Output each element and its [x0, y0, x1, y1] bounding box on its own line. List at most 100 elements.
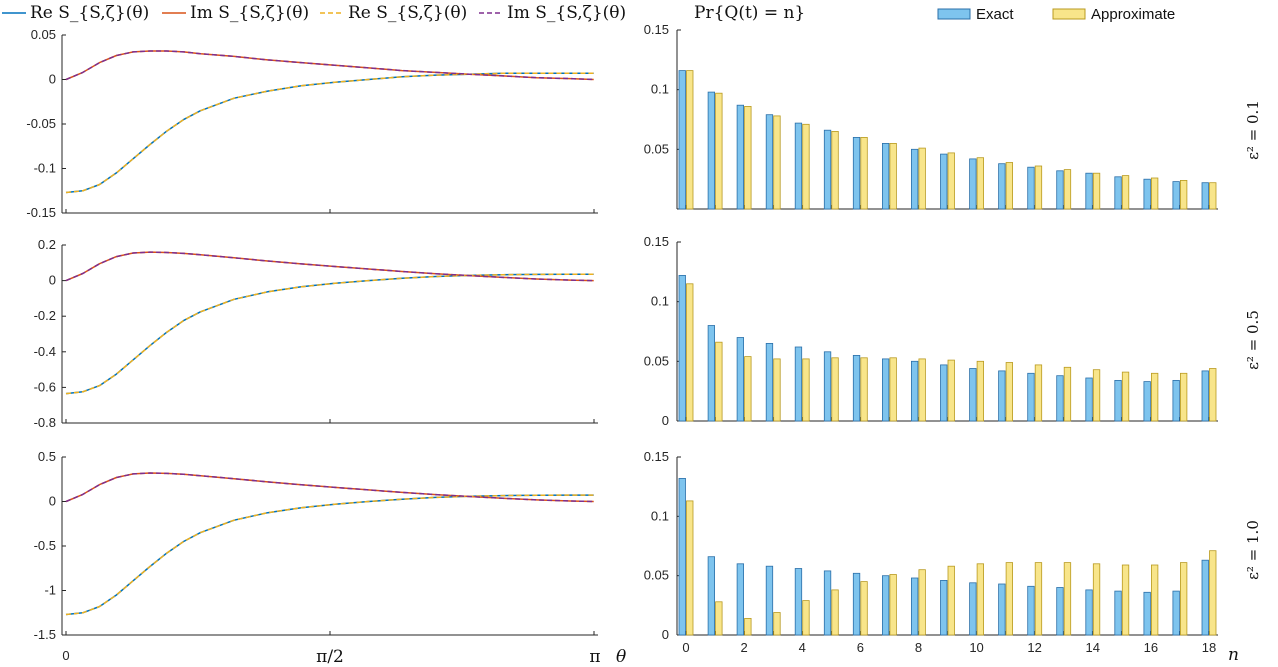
- bar-exact-1: [707, 91, 715, 210]
- x-tick-label: 18: [1202, 640, 1216, 655]
- series-line-2: [65, 251, 594, 282]
- y-tick-label: 0.2: [38, 237, 56, 252]
- bar-approximate-18: [1209, 550, 1217, 636]
- bar-approximate-10: [976, 360, 984, 422]
- bar-approximate-5: [831, 130, 839, 210]
- bar-exact-18: [1201, 559, 1209, 636]
- y-tick-label: 0: [662, 627, 669, 642]
- bar-approximate-17: [1180, 372, 1188, 422]
- line-panel-2: 0.2 0 -0.2 -0.4 -0.6 -0.8: [34, 237, 598, 430]
- bar-approximate-13: [1063, 169, 1072, 210]
- y-tick-label: 0: [662, 413, 669, 428]
- bar-exact-2: [736, 563, 744, 636]
- bar-exact-8: [911, 360, 919, 422]
- bar-approximate-10: [976, 157, 984, 210]
- bar-approximate-14: [1092, 369, 1101, 422]
- bar-exact-7: [882, 358, 890, 422]
- y-tick-label: 0.1: [651, 82, 669, 97]
- bar-exact-11: [998, 583, 1006, 636]
- bar-exact-1: [707, 325, 715, 422]
- bar-exact-9: [940, 580, 948, 636]
- bar-approximate-18: [1209, 182, 1217, 210]
- bar-approximate-8: [918, 147, 926, 210]
- bar-exact-3: [765, 114, 774, 210]
- y-tick-label: 0.15: [644, 449, 669, 464]
- x-tick-label: 12: [1027, 640, 1041, 655]
- left-xtick-pi-half: π/2: [316, 647, 344, 667]
- bar-approximate-9: [947, 565, 955, 636]
- bar-approximate-4: [802, 123, 810, 210]
- bar-approximate-15: [1121, 175, 1130, 210]
- x-tick-label: 4: [799, 640, 806, 655]
- left-xtick-0: 0: [62, 648, 69, 663]
- bar-approximate-17: [1180, 179, 1188, 210]
- bar-panel-2: 0.15 0.1 0.05 0: [644, 234, 1218, 428]
- left-xtick-pi: π: [589, 647, 600, 667]
- series-line-3: [65, 494, 594, 616]
- bar-exact-16: [1143, 591, 1151, 636]
- bar-exact-10: [969, 582, 977, 636]
- bar-approximate-13: [1063, 366, 1072, 422]
- bar-approximate-9: [947, 359, 955, 422]
- bar-exact-17: [1172, 181, 1180, 210]
- legend-bar-swatch-exact: [937, 8, 971, 20]
- bar-approximate-16: [1151, 177, 1159, 210]
- legend-line-label-2: Im S_{S,ζ}(θ): [190, 3, 309, 23]
- bar-exact-15: [1114, 590, 1122, 636]
- bar-exact-14: [1085, 172, 1093, 210]
- y-tick-label: 0.5: [38, 449, 56, 464]
- bar-approximate-2: [744, 618, 752, 636]
- y-tick-label: -0.4: [34, 344, 56, 359]
- y-tick-label: -0.1: [34, 161, 56, 176]
- y-tick-label: 0: [49, 72, 56, 87]
- bar-panel-3: 0.15 0.1 0.05 00 2 4 6 8 10 12 14 16 18: [644, 449, 1218, 655]
- legend-bar-label-approximate: Approximate: [1091, 6, 1175, 23]
- bar-exact-0: [678, 477, 686, 636]
- bar-approximate-11: [1005, 562, 1013, 636]
- series-line-1: [65, 273, 594, 395]
- right-xlabel: n: [1228, 645, 1239, 665]
- bar-exact-9: [940, 153, 948, 210]
- x-tick-label: 10: [969, 640, 983, 655]
- bar-approximate-3: [773, 358, 781, 422]
- series-line-3: [65, 273, 594, 395]
- y-tick-label: -0.15: [26, 205, 56, 220]
- left-line-panels: 0.050-0.05-0.1-0.150.20-0.2-0.4-0.6-0.80…: [26, 27, 598, 642]
- bar-exact-3: [765, 342, 774, 422]
- bar-exact-4: [794, 122, 803, 210]
- bar-exact-5: [823, 351, 832, 422]
- bar-exact-11: [998, 163, 1006, 210]
- legend-line-label-4: Im S_{S,ζ}(θ): [507, 3, 626, 23]
- bar-exact-14: [1085, 589, 1093, 636]
- bar-approximate-5: [831, 357, 839, 422]
- bar-exact-0: [678, 274, 686, 422]
- bar-exact-8: [911, 148, 919, 210]
- bar-exact-16: [1143, 381, 1151, 422]
- bar-exact-15: [1114, 176, 1122, 210]
- bar-exact-13: [1056, 170, 1064, 210]
- series-line-4: [65, 50, 594, 81]
- y-tick-label: -0.6: [34, 379, 56, 394]
- bar-exact-14: [1085, 377, 1093, 422]
- bar-approximate-16: [1151, 564, 1159, 636]
- bar-approximate-8: [918, 569, 926, 636]
- bar-approximate-8: [918, 358, 926, 422]
- series-line-2: [65, 50, 594, 81]
- y-tick-label: 0: [49, 494, 56, 509]
- panel-label-3: ε² = 1.0: [1244, 520, 1262, 580]
- right-ylabel: Pr{Q(t) = n}: [694, 3, 805, 23]
- line-legend: Re S_{S,ζ}(θ) Im S_{S,ζ}(θ) Re S_{S,ζ}(θ) I…: [2, 3, 626, 23]
- y-tick-label: -0.5: [34, 538, 56, 553]
- bar-legend: Exact Approximate: [937, 6, 1175, 23]
- x-tick-label: 6: [857, 640, 864, 655]
- y-tick-label: 0.05: [644, 568, 669, 583]
- y-tick-label: 0.15: [644, 234, 669, 249]
- bar-approximate-1: [715, 601, 723, 636]
- y-tick-label: -0.2: [34, 308, 56, 323]
- bar-approximate-2: [744, 106, 752, 210]
- bar-approximate-10: [976, 563, 984, 636]
- y-tick-label: -1: [44, 583, 56, 598]
- bar-exact-6: [852, 136, 861, 210]
- bar-exact-10: [969, 368, 977, 422]
